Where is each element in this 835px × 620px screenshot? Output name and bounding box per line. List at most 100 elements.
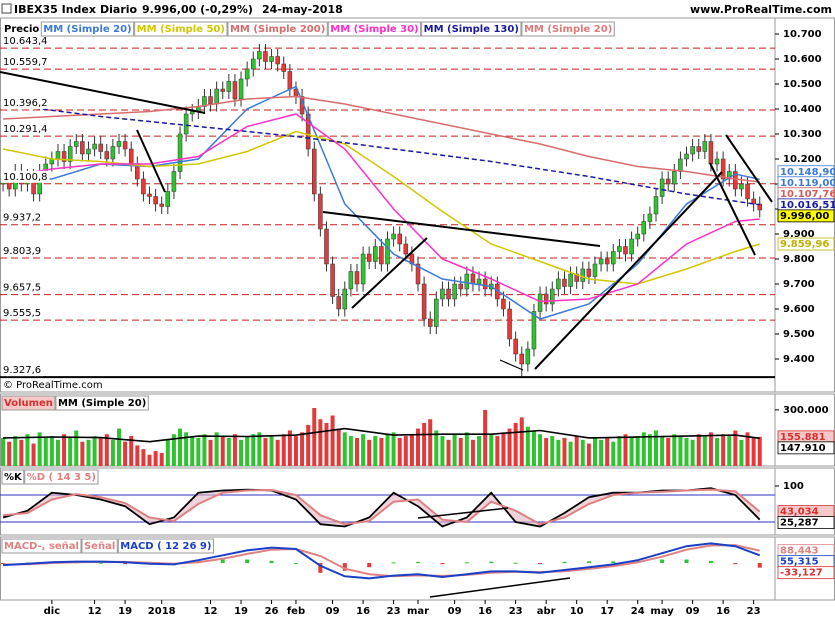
value-tag-label: 10.016,51 <box>780 200 835 211</box>
volume-bar <box>580 439 585 466</box>
x-tick-label: 09 <box>686 606 700 617</box>
volume-bar <box>550 436 555 466</box>
volume-bar <box>141 449 146 466</box>
histogram-bar <box>489 561 494 564</box>
volume-bar <box>281 434 286 466</box>
histogram-bar <box>757 563 762 568</box>
legend-label: MM (Simple 30) <box>330 24 418 35</box>
y-tick-label: 300.000 <box>783 405 829 416</box>
volume-bar <box>409 434 414 466</box>
histogram-bar <box>440 563 445 565</box>
candle-body <box>592 263 598 277</box>
candle-body <box>519 353 525 365</box>
value-tag-label: -33,127 <box>780 568 823 579</box>
trendline <box>725 134 773 203</box>
band-fill <box>3 488 760 527</box>
candle-body <box>220 88 225 92</box>
volume-bar <box>354 437 359 466</box>
trendline <box>499 359 524 371</box>
candle-body <box>55 151 61 160</box>
volume-bar <box>385 434 390 466</box>
value-tag <box>777 566 835 580</box>
candle-body <box>403 243 409 255</box>
volume-bar <box>269 436 274 466</box>
candle-body <box>153 196 158 205</box>
x-tick-label: 16 <box>478 606 492 617</box>
value-tag <box>777 441 835 455</box>
y-tick-label: 9.600 <box>783 304 815 315</box>
y-tick-label: 9.500 <box>783 329 815 340</box>
candle-body <box>61 151 67 162</box>
x-tick-label: 26 <box>265 606 279 617</box>
x-tick-label: 12 <box>204 606 218 617</box>
candle-body <box>464 273 470 290</box>
candle-body <box>751 198 756 205</box>
volume-bar <box>745 432 750 466</box>
candle-body <box>183 113 189 135</box>
trendlines <box>0 71 773 598</box>
candle-body <box>238 78 244 100</box>
y-tick-label: 10.700 <box>783 29 822 40</box>
candle-body <box>733 171 738 190</box>
histogram-bar <box>513 562 518 564</box>
candle-body <box>568 273 573 287</box>
volume-bar <box>739 439 744 466</box>
volume-bar <box>171 434 176 466</box>
volume-bar <box>422 422 427 466</box>
x-tick-label: 16 <box>356 606 370 617</box>
candle-body <box>702 141 708 152</box>
value-tag-label: 10.148,90 <box>780 167 835 178</box>
period: Diario <box>100 3 138 16</box>
trendline <box>417 507 509 519</box>
legend-box <box>227 21 328 37</box>
volume-bar <box>43 437 48 466</box>
x-tick-label: 24 <box>631 606 645 617</box>
volume-bar <box>104 434 109 466</box>
volume-bar <box>55 439 60 466</box>
checkbox-icon[interactable] <box>1 3 12 14</box>
histogram-bar <box>245 559 250 564</box>
x-tick-label: 23 <box>509 606 523 617</box>
candle-body <box>257 51 262 60</box>
volume-bar <box>495 436 500 466</box>
level-label: 10.396,2 <box>3 98 48 109</box>
volume-bar <box>361 434 366 466</box>
y-tick-label: 10.200 <box>783 154 822 165</box>
date: 24-may-2018 <box>262 3 343 16</box>
candle-body <box>397 233 402 245</box>
volume-bar <box>440 436 445 466</box>
legend-label: %K <box>4 472 23 483</box>
volume-bar <box>379 437 384 466</box>
candle-body <box>159 203 164 207</box>
volume-bar <box>196 437 201 466</box>
volume-bar <box>654 430 659 466</box>
value-tag-label: 10.107,76 <box>780 189 835 200</box>
volume-bar <box>592 437 597 466</box>
volume-bar <box>245 436 250 466</box>
legend-label: Precio <box>4 24 39 35</box>
candle-body <box>385 238 390 265</box>
legend-label: MM (Simple 20) <box>43 24 131 35</box>
candle-body <box>80 141 85 155</box>
volume-bar <box>178 428 183 466</box>
volume-bar <box>635 436 640 466</box>
candle-body <box>275 56 280 65</box>
candle-body <box>623 246 628 255</box>
candle-body <box>67 146 73 162</box>
volume-bar <box>68 437 73 466</box>
legend-label: MM (Simple 200) <box>230 24 325 35</box>
value-tag-label: 155.881 <box>780 432 826 443</box>
legend-box <box>521 21 615 37</box>
y-tick-label: 10.600 <box>783 54 822 65</box>
legend-label: MACD ( 12 26 9) <box>120 541 211 552</box>
legend-label: Señal <box>84 541 115 552</box>
volume-bar <box>416 428 421 466</box>
x-tick-label: 09 <box>326 606 340 617</box>
histogram-bar <box>1 563 6 565</box>
candle-body <box>525 348 531 365</box>
volume-bar <box>733 430 738 466</box>
volume-bar <box>13 436 18 466</box>
volume-bar <box>715 437 720 466</box>
